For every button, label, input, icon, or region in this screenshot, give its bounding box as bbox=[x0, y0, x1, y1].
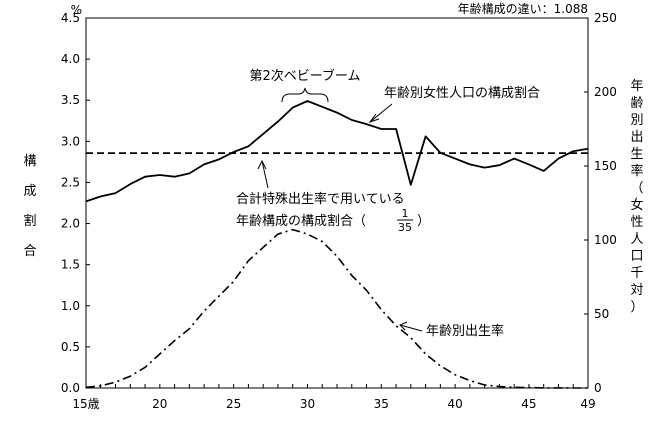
baby-boom-brace bbox=[281, 87, 329, 103]
left-tick-label: 2.5 bbox=[61, 175, 80, 189]
right-tick-label: 100 bbox=[594, 233, 617, 247]
left-tick-label: 0.5 bbox=[61, 340, 80, 354]
right-tick-label: 200 bbox=[594, 85, 617, 99]
left-tick-label: 1.0 bbox=[61, 299, 80, 313]
left-tick-label: 4.5 bbox=[61, 11, 80, 25]
right-tick-label: 150 bbox=[594, 159, 617, 173]
left-y-ticks: 0.0 0.5 1.0 1.5 2.0 2.5 3.0 3.5 4.0 4.5 bbox=[61, 11, 90, 395]
birth-rate-label: 年齢別出生率 bbox=[426, 323, 504, 339]
tfr-fraction-denominator: 35 bbox=[398, 221, 412, 234]
x-tick-label: 20 bbox=[152, 397, 167, 411]
tfr-arrowhead bbox=[257, 159, 267, 170]
tfr-fraction-numerator: 1 bbox=[402, 207, 409, 220]
x-tick-label: 25 bbox=[226, 397, 241, 411]
tfr-leader bbox=[261, 160, 269, 189]
x-tick-label: 30 bbox=[300, 397, 315, 411]
left-tick-label: 2.0 bbox=[61, 217, 80, 231]
left-tick-label: 3.5 bbox=[61, 93, 80, 107]
right-tick-label: 50 bbox=[594, 307, 609, 321]
tfr-label-line2: 年齢構成の構成割合（ bbox=[236, 213, 366, 229]
series-line-dash-dot bbox=[85, 228, 588, 389]
right-tick-label: 250 bbox=[594, 11, 617, 25]
series-line-solid bbox=[85, 100, 589, 203]
left-unit-label: % bbox=[71, 3, 82, 17]
right-y-ticks: 0 50 100 150 200 250 bbox=[584, 11, 617, 395]
baby-boom-label: 第2次ベビーブーム bbox=[249, 68, 360, 84]
x-tick-label: 45 bbox=[521, 397, 536, 411]
female-share-label: 年齢別女性人口の構成割合 bbox=[384, 85, 540, 101]
series-group bbox=[85, 100, 589, 389]
top-note: 年齢構成の違い：1.088 bbox=[458, 1, 588, 16]
tfr-label-close: ） bbox=[417, 214, 430, 229]
left-tick-label: 4.0 bbox=[61, 52, 80, 66]
female-share-leader bbox=[369, 103, 393, 123]
x-tick-label: 35 bbox=[374, 397, 389, 411]
left-tick-label: 3.0 bbox=[61, 134, 80, 148]
left-axis-label: 構成割合 bbox=[23, 154, 36, 259]
left-tick-label: 1.5 bbox=[61, 258, 80, 272]
x-ticks: 15歳 20 25 30 35 40 45 49 bbox=[72, 384, 596, 411]
x-tick-label: 15歳 bbox=[72, 397, 99, 411]
tfr-label-line1: 合計特殊出生率で用いている bbox=[236, 191, 405, 207]
x-tick-label: 40 bbox=[447, 397, 462, 411]
right-tick-label: 0 bbox=[594, 381, 602, 395]
female-share-arrowhead bbox=[368, 113, 380, 123]
left-tick-label: 0.0 bbox=[61, 381, 80, 395]
birth-rate-leader bbox=[399, 324, 423, 332]
x-tick-label: 49 bbox=[580, 397, 595, 411]
birth-rate-arrowhead bbox=[399, 321, 408, 331]
right-axis-label: 年齢別出生率（女性人口千対） bbox=[630, 79, 643, 315]
